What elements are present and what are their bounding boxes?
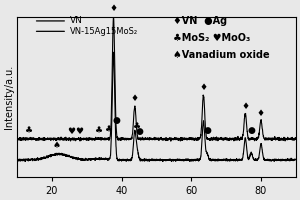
Text: ♥: ♥ — [76, 127, 84, 136]
Text: ♥: ♥ — [67, 127, 75, 136]
Text: ♦: ♦ — [257, 109, 265, 118]
Text: ♠: ♠ — [53, 141, 61, 150]
Text: ●: ● — [135, 127, 143, 136]
Text: ♦: ♦ — [200, 83, 208, 92]
Text: ♣: ♣ — [133, 122, 141, 131]
Text: ♣MoS₂ ♥MoO₃: ♣MoS₂ ♥MoO₃ — [173, 33, 250, 43]
Text: ●: ● — [247, 126, 255, 135]
Text: ♦: ♦ — [110, 4, 118, 13]
Text: ♦: ♦ — [131, 94, 139, 103]
Text: ♦VN  ●Ag: ♦VN ●Ag — [173, 16, 227, 26]
Text: VN: VN — [70, 16, 83, 25]
Y-axis label: Intensity/a.u.: Intensity/a.u. — [4, 65, 14, 129]
Text: ♣: ♣ — [25, 126, 33, 135]
Text: ●: ● — [112, 116, 120, 125]
Text: ♠Vanadium oxide: ♠Vanadium oxide — [173, 50, 270, 60]
Text: ♦: ♦ — [241, 102, 249, 111]
Text: VN-15Ag15MoS₂: VN-15Ag15MoS₂ — [70, 27, 138, 36]
Text: ●: ● — [203, 126, 211, 135]
Text: ♣: ♣ — [105, 125, 113, 134]
Text: ♣: ♣ — [95, 126, 103, 135]
